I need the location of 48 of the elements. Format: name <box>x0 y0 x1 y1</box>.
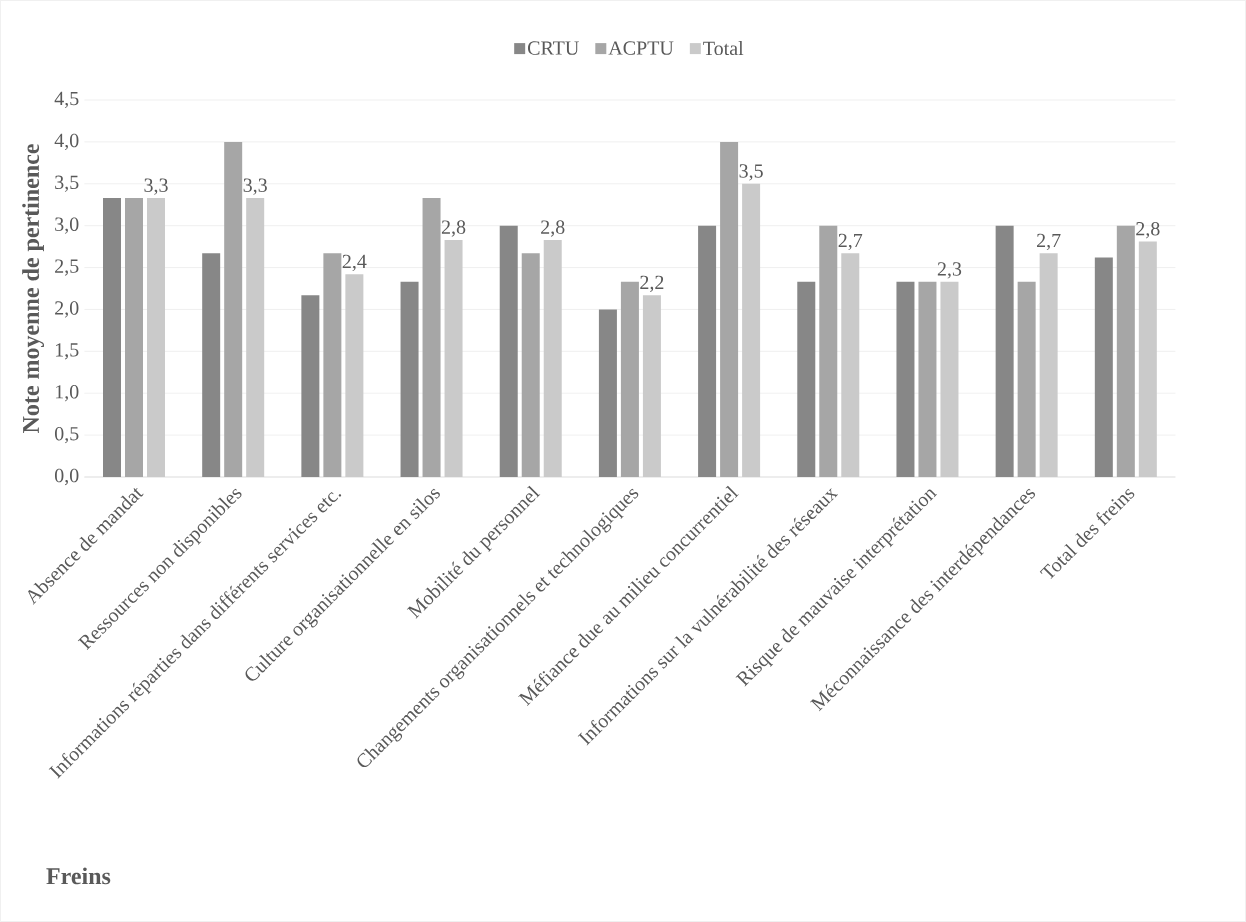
y-tick-label: 3,5 <box>55 175 79 192</box>
data-label: 2,2 <box>640 275 664 292</box>
bar <box>1094 257 1113 477</box>
data-label: 3,3 <box>144 178 168 195</box>
y-tick-label: 2,5 <box>55 259 79 276</box>
bar <box>301 295 320 477</box>
data-label: 2,3 <box>937 262 962 279</box>
bar <box>1116 225 1135 477</box>
data-label: 2,8 <box>541 220 565 237</box>
bar <box>620 281 639 477</box>
bar <box>499 225 518 477</box>
data-label: 2,8 <box>441 220 466 237</box>
y-tick-label: 1,5 <box>55 343 79 360</box>
bar <box>323 253 342 477</box>
data-label: 3,3 <box>243 178 267 195</box>
data-label: 3,5 <box>739 164 763 181</box>
y-tick-label: 0,0 <box>54 468 79 486</box>
y-axis-title: Note moyenne de pertinence <box>22 144 45 434</box>
legend-label: CRTU <box>528 41 579 55</box>
y-tick-label: 2,0 <box>55 301 79 318</box>
data-label: 2,7 <box>838 233 863 251</box>
bar <box>720 141 739 477</box>
data-label: 2,4 <box>342 254 367 272</box>
bar <box>400 281 419 477</box>
y-tick-label: 3,0 <box>55 217 79 234</box>
data-label: 2,8 <box>1136 222 1160 239</box>
y-tick-label: 4,0 <box>54 133 79 151</box>
y-tick-label: 0,5 <box>54 426 79 444</box>
bar <box>202 253 221 477</box>
x-axis-title: Freins <box>46 867 111 885</box>
bar <box>995 225 1014 477</box>
bar <box>125 198 143 477</box>
bar <box>797 281 816 477</box>
legend-label: Total <box>703 41 744 56</box>
bar <box>918 281 937 477</box>
bar <box>521 253 540 477</box>
y-tick-label: 4,5 <box>54 91 79 109</box>
bar <box>422 198 441 477</box>
bar <box>103 198 121 477</box>
data-label: 2,7 <box>1037 233 1061 251</box>
bar <box>224 141 243 477</box>
bar <box>598 309 617 477</box>
y-tick-label: 1,0 <box>55 385 79 402</box>
bar <box>698 225 717 477</box>
bar <box>896 281 915 477</box>
legend-label: ACPTU <box>608 41 674 55</box>
bar <box>819 225 838 477</box>
bar <box>1017 281 1036 477</box>
